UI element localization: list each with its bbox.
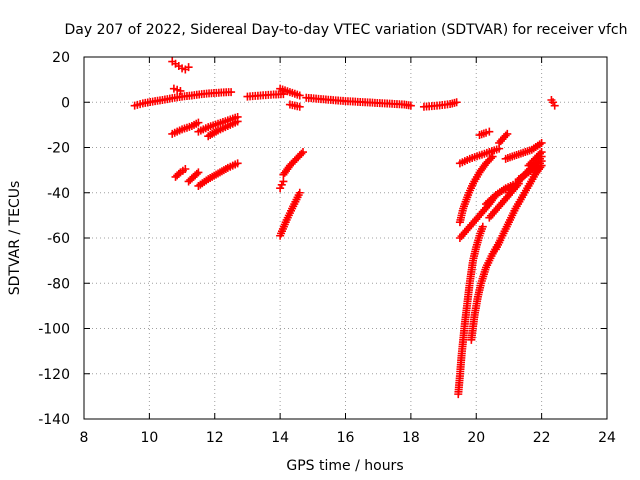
series-arc-11 [276,84,304,100]
y-tick-label: -20 [47,141,70,157]
data-point [501,131,510,140]
data-point [406,101,415,110]
data-point [299,148,308,157]
y-tick-label: -140 [38,412,70,428]
gridlines [84,57,607,419]
data-point [550,101,559,110]
data-point [181,164,190,173]
series-arc-15 [276,177,288,193]
x-axis-label: GPS time / hours [286,458,403,474]
data-point [488,152,497,161]
y-axis-label: SDTVAR / TECUs [7,181,23,296]
data-point [295,102,304,111]
data-points [130,57,559,399]
x-tick-label: 20 [467,430,485,446]
data-point [537,157,546,166]
data-point [297,149,306,158]
series-arc-13 [302,93,415,110]
series-arc-31 [514,157,546,184]
data-point [452,98,461,107]
series-arc-22 [501,138,546,163]
series-arc-7 [171,164,190,181]
series-arc-10 [243,90,288,101]
data-point [279,177,288,186]
series-arc-32 [524,148,546,170]
x-tick-label: 8 [80,430,89,446]
axis-ticks: 8 10 12 14 16 18 20 22 24 20 0 -20 -40 -60 -80 -100 -120… [38,50,616,446]
x-tick-label: 10 [140,430,158,446]
series-arc-8 [184,168,203,186]
series-arc-24 [455,152,497,227]
y-tick-label: -80 [47,276,70,292]
data-point [279,90,288,99]
data-point [176,86,185,95]
data-point [478,222,487,231]
series-arc-21 [495,129,512,147]
series-arc-2 [168,57,193,74]
data-point [537,138,546,147]
series-arc-4 [168,118,203,138]
data-point [537,148,546,157]
data-point [486,154,495,163]
y-tick-label: -100 [38,322,70,338]
series-arc-17 [276,188,304,240]
x-tick-label: 18 [402,430,420,446]
series-arc-1 [130,88,236,110]
y-tick-label: -60 [47,231,70,247]
data-point [535,149,544,158]
y-tick-label: -40 [47,186,70,202]
series-arc-20 [475,127,494,140]
series-arc-19 [455,144,504,168]
data-point [227,88,236,97]
data-point [192,169,201,178]
series-arc-9 [194,159,242,190]
series-arc-18 [547,95,559,110]
series-arc-28 [467,238,504,344]
series-arc-27 [454,222,487,399]
x-tick-label: 12 [206,430,224,446]
y-tick-label: 20 [52,50,70,66]
data-point [174,169,183,178]
data-point [295,188,304,197]
data-point [233,159,242,168]
series-arc-16 [279,148,308,179]
data-point [295,91,304,100]
x-tick-label: 14 [271,430,289,446]
series-arc-12 [285,100,304,111]
x-tick-label: 24 [598,430,616,446]
data-point [194,118,203,127]
series-arc-14 [419,98,461,111]
series-arc-6 [204,117,242,141]
data-point [485,127,494,136]
chart-title: Day 207 of 2022, Sidereal Day-to-day VTE… [64,22,627,38]
y-tick-label: 0 [61,95,70,111]
data-point [233,117,242,126]
data-point [184,63,193,72]
data-point [194,168,203,177]
x-tick-label: 16 [337,430,355,446]
series-arc-3 [169,84,185,95]
x-tick-label: 22 [533,430,551,446]
y-tick-label: -120 [38,367,70,383]
data-point [503,129,512,138]
